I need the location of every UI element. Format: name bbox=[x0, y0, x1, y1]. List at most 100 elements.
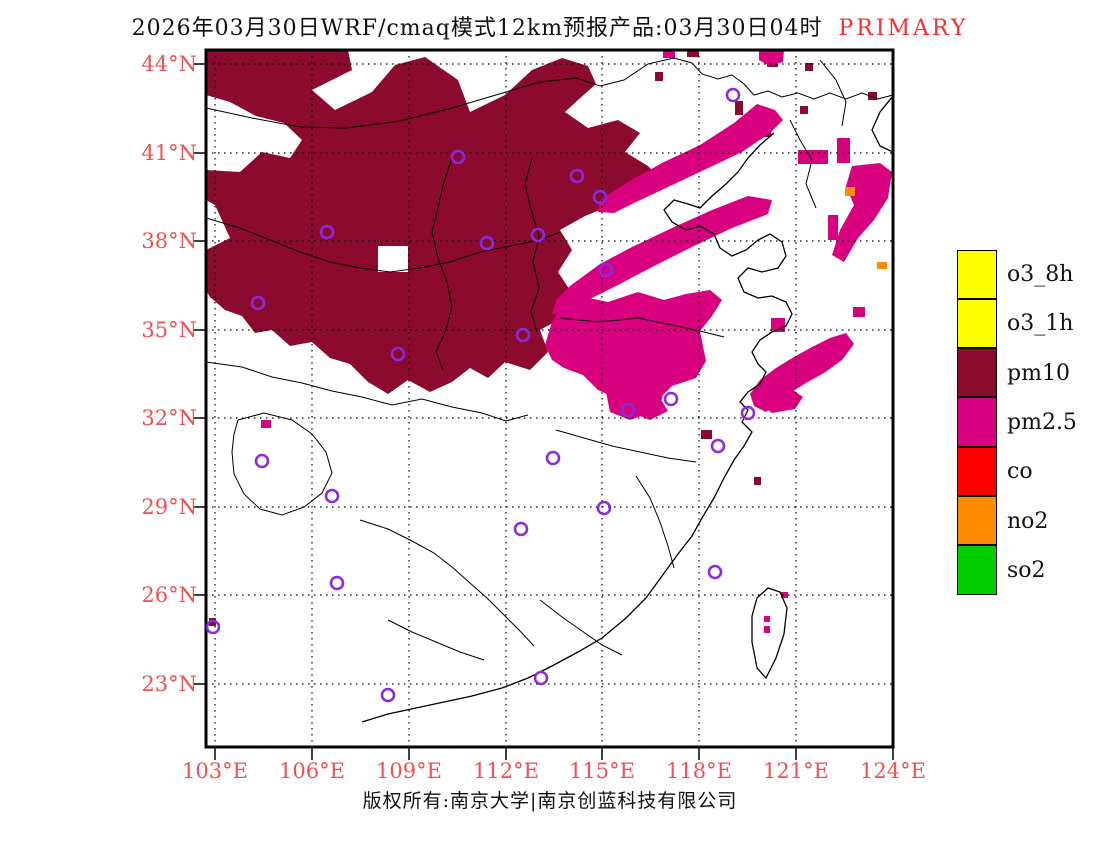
province-border bbox=[206, 361, 529, 422]
city-marker bbox=[725, 87, 741, 103]
legend-row: pm10 bbox=[957, 348, 1077, 398]
pm25-cell bbox=[761, 114, 768, 127]
province-border bbox=[206, 57, 893, 129]
map-layers bbox=[206, 50, 893, 747]
legend-swatch-pm2.5 bbox=[957, 397, 997, 447]
pm25-cell bbox=[837, 138, 850, 163]
city-marker bbox=[324, 488, 340, 504]
city-marker bbox=[530, 227, 546, 243]
province-border bbox=[635, 475, 675, 569]
province-border bbox=[431, 157, 453, 371]
legend-swatch-o3_8h bbox=[957, 249, 997, 299]
pm25-region bbox=[598, 104, 783, 213]
province-border bbox=[206, 217, 561, 273]
legend-row: co bbox=[957, 446, 1077, 496]
pm10-cell bbox=[687, 50, 699, 57]
city-marker bbox=[545, 450, 561, 466]
city-marker bbox=[663, 391, 679, 407]
pm25-cell bbox=[798, 150, 828, 164]
pm25-region bbox=[606, 388, 663, 420]
pm25-region bbox=[545, 290, 722, 420]
city-marker bbox=[515, 327, 531, 343]
pm10-cell bbox=[754, 477, 761, 485]
legend-swatch-co bbox=[957, 446, 997, 496]
pm25-cell bbox=[764, 616, 770, 622]
legend-label: pm10 bbox=[1007, 360, 1070, 386]
title-primary-tag: PRIMARY bbox=[838, 16, 969, 41]
province-border bbox=[387, 619, 485, 661]
legend-row: so2 bbox=[957, 545, 1077, 595]
city-marker bbox=[479, 235, 495, 251]
pm10-cell bbox=[800, 106, 808, 114]
coastline bbox=[871, 95, 893, 153]
legend-row: o3_1h bbox=[957, 298, 1077, 349]
lon-tick-label: 103°E bbox=[182, 759, 248, 783]
pm10-cell bbox=[701, 430, 712, 439]
lat-tick-label: 26°N bbox=[141, 583, 197, 607]
pollutant-legend: o3_8h o3_1h pm10 pm2.5 co no2 so2 bbox=[957, 249, 1077, 595]
pm10-cell bbox=[655, 72, 663, 81]
city-marker bbox=[380, 687, 396, 703]
pm25-cell bbox=[853, 307, 865, 317]
lon-tick-label: 121°E bbox=[763, 759, 829, 783]
city-marker bbox=[205, 619, 221, 635]
city-marker bbox=[569, 168, 585, 184]
lon-tick-label: 115°E bbox=[569, 759, 635, 783]
legend-label: pm2.5 bbox=[1007, 410, 1077, 436]
legend-row: no2 bbox=[957, 495, 1077, 546]
city-marker bbox=[707, 564, 723, 580]
city-marker bbox=[254, 453, 270, 469]
legend-row: o3_8h bbox=[957, 249, 1077, 299]
clear-area bbox=[378, 246, 408, 272]
map-frame bbox=[204, 48, 895, 749]
province-border bbox=[539, 599, 623, 656]
pm25-cell bbox=[663, 50, 675, 58]
lon-tick-label: 106°E bbox=[279, 759, 345, 783]
legend-swatch-no2 bbox=[957, 495, 997, 546]
province-border bbox=[789, 119, 817, 209]
lat-tick-label: 41°N bbox=[141, 141, 197, 165]
province-border bbox=[231, 412, 333, 516]
legend-label: no2 bbox=[1007, 508, 1049, 534]
city-marker bbox=[710, 438, 726, 454]
province-border bbox=[559, 317, 725, 338]
city-marker bbox=[390, 346, 406, 362]
city-marker bbox=[513, 521, 529, 537]
city-marker bbox=[592, 189, 608, 205]
legend-row: pm2.5 bbox=[957, 397, 1077, 447]
city-marker bbox=[329, 575, 345, 591]
legend-swatch-so2 bbox=[957, 545, 997, 595]
lat-tick-label: 38°N bbox=[141, 229, 197, 253]
lat-tick-label: 29°N bbox=[141, 495, 197, 519]
city-marker bbox=[740, 405, 756, 421]
coastline bbox=[751, 587, 788, 680]
city-marker bbox=[450, 149, 466, 165]
lon-tick-label: 124°E bbox=[860, 759, 926, 783]
page-title: 2026年03月30日WRF/cmaq模式12km预报产品:03月30日04时 P… bbox=[0, 10, 1100, 42]
lon-tick-label: 112°E bbox=[473, 759, 539, 783]
title-text: 2026年03月30日WRF/cmaq模式12km预报产品:03月30日04时 bbox=[131, 16, 823, 41]
pm25-region bbox=[832, 163, 892, 262]
city-marker bbox=[596, 500, 612, 516]
city-marker bbox=[598, 262, 614, 278]
coastline bbox=[361, 132, 793, 723]
legend-label: o3_8h bbox=[1007, 262, 1074, 288]
lon-tick-label: 118°E bbox=[666, 759, 732, 783]
pm25-region bbox=[552, 196, 772, 314]
pm10-cell bbox=[868, 92, 877, 100]
province-border bbox=[819, 59, 847, 127]
lat-tick-label: 44°N bbox=[141, 52, 197, 76]
lon-tick-label: 109°E bbox=[376, 759, 442, 783]
pm25-cell bbox=[781, 592, 788, 598]
city-marker bbox=[250, 295, 266, 311]
lat-tick-label: 32°N bbox=[141, 406, 197, 430]
legend-swatch-o3_1h bbox=[957, 298, 997, 349]
city-marker bbox=[319, 224, 335, 240]
province-border bbox=[524, 157, 540, 333]
legend-label: co bbox=[1007, 459, 1033, 485]
city-marker bbox=[533, 670, 549, 686]
city-marker bbox=[620, 402, 636, 418]
pm25-cell bbox=[261, 420, 271, 428]
